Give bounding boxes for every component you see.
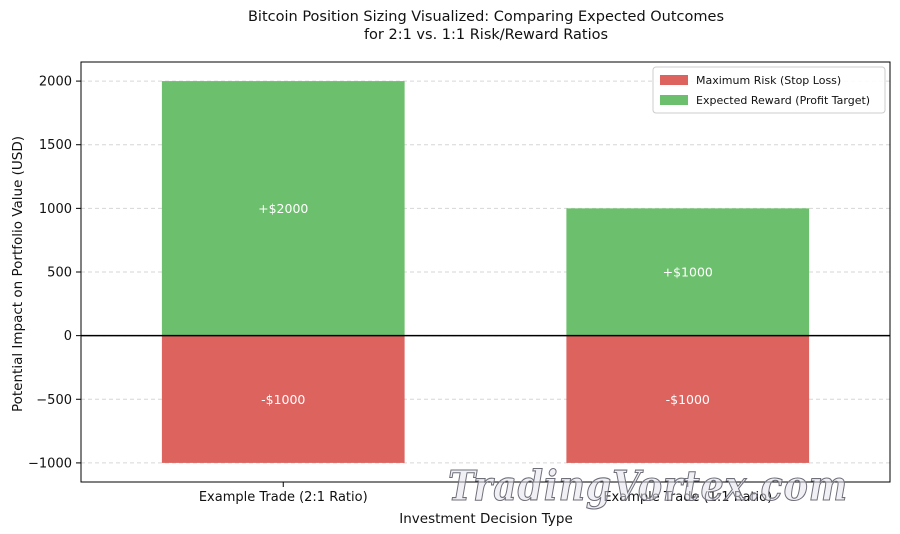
bar-value-label: -$1000: [261, 392, 305, 407]
chart-title-line-1: Bitcoin Position Sizing Visualized: Comp…: [248, 9, 724, 25]
bar-risk: [161, 335, 405, 463]
y-tick-label: 1000: [39, 202, 72, 217]
y-tick-label: −500: [36, 393, 72, 408]
bar-reward: [566, 208, 810, 336]
x-tick-label: Example Trade (1:1 Ratio): [603, 490, 772, 505]
watermark-logo: TradingVortex.com: [448, 462, 848, 510]
y-axis-ticks: −1000 −500 0 500 1000 1500 2000: [28, 75, 81, 471]
y-tick-label: 0: [64, 329, 72, 344]
bar-risk: [566, 335, 810, 463]
y-axis-label: Potential Impact on Portfolio Value (USD…: [10, 136, 26, 412]
bar-value-label: +$2000: [258, 201, 308, 216]
bar-reward: [161, 81, 405, 336]
x-axis-ticks: Example Trade (2:1 Ratio) Example Trade (…: [199, 482, 772, 505]
y-tick-label: 500: [47, 266, 72, 281]
y-tick-label: −1000: [28, 456, 72, 471]
legend-label-risk: Maximum Risk (Stop Loss): [696, 74, 841, 87]
legend-label-reward: Expected Reward (Profit Target): [696, 94, 870, 107]
y-tick-label: 2000: [39, 75, 72, 90]
legend: Maximum Risk (Stop Loss) Expected Reward…: [652, 66, 886, 114]
bars: -$1000 +$2000 -$1000 +$1000: [161, 81, 810, 463]
bar-value-label: -$1000: [666, 392, 710, 407]
legend-box: [652, 66, 886, 114]
y-tick-label: 1500: [39, 138, 72, 153]
legend-swatch-risk: [660, 75, 688, 85]
bar-value-label: +$1000: [663, 265, 713, 280]
x-axis-label: Investment Decision Type: [399, 511, 573, 527]
chart-title-line-2: for 2:1 vs. 1:1 Risk/Reward Ratios: [364, 27, 608, 43]
x-tick-label: Example Trade (2:1 Ratio): [199, 490, 368, 505]
legend-swatch-reward: [660, 95, 688, 105]
